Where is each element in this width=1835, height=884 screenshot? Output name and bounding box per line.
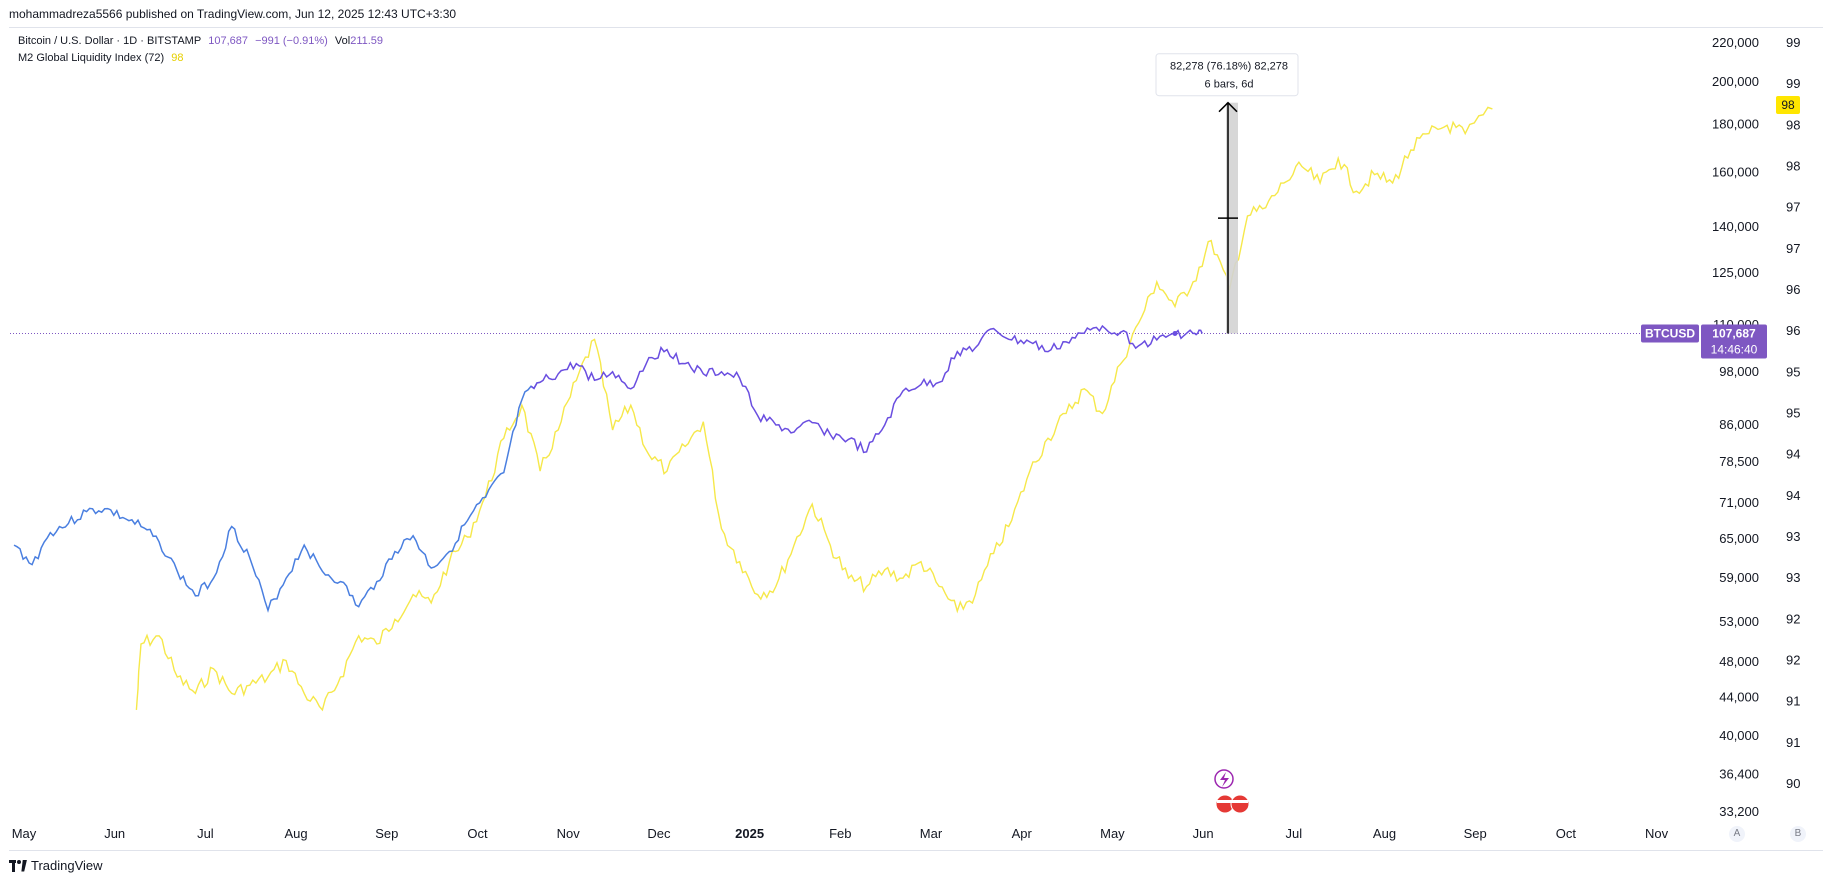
time-axis-label: Jun <box>1193 826 1214 841</box>
time-axis-label: Aug <box>1373 826 1396 841</box>
btcusd-ticker-label: BTCUSD <box>1645 327 1695 341</box>
m2-liquidity-line <box>135 106 1493 712</box>
footer-brand[interactable]: TradingView <box>9 858 103 873</box>
m2-axis-tick: 99 <box>1786 76 1800 91</box>
m2-axis-tick: 95 <box>1786 364 1800 379</box>
btc-last-point <box>1172 331 1178 337</box>
time-axis-label: May <box>1100 826 1125 841</box>
measure-tooltip-line2: 6 bars, 6d <box>1205 79 1254 91</box>
m2-axis-tick: 93 <box>1786 570 1800 585</box>
auto-scale-button[interactable]: A <box>1729 826 1745 842</box>
price-badge-value: 107,687 <box>1712 327 1756 341</box>
m2-value-badge <box>1776 96 1800 114</box>
m2-axis-tick: 95 <box>1786 406 1800 421</box>
m2-axis-tick: 96 <box>1786 323 1800 338</box>
us-flag-stripe-2 <box>1232 800 1248 803</box>
price-axis-tick: 220,000 <box>1712 35 1759 50</box>
legend-vol-label: Vol <box>334 35 351 47</box>
price-axis-tick: 140,000 <box>1712 219 1759 234</box>
time-axis-label: Feb <box>829 826 851 841</box>
m2-axis-tick: 96 <box>1786 282 1800 297</box>
lightning-event-icon <box>1214 769 1234 789</box>
price-axis-tick: 160,000 <box>1712 164 1759 179</box>
publisher-line: mohammadreza5566 published on TradingVie… <box>9 7 457 21</box>
time-axis-label: Apr <box>1012 826 1033 841</box>
m2-axis-tick: 97 <box>1786 241 1800 256</box>
measure-tooltip-box <box>1155 53 1299 97</box>
m2-axis-tick: 94 <box>1786 447 1800 462</box>
price-axis-tick: 40,000 <box>1719 728 1759 743</box>
price-axis-tick: 86,000 <box>1719 417 1759 432</box>
us-flag-event-icon-2 <box>1230 794 1250 814</box>
price-axis-tick: 200,000 <box>1712 74 1759 89</box>
legend-symbol: Bitcoin / U.S. Dollar · 1D · BITSTAMP <box>18 35 202 47</box>
legend-symbol-row[interactable]: Bitcoin / U.S. Dollar · 1D · BITSTAMP 10… <box>18 35 387 47</box>
measure-arrow-head <box>1218 101 1238 113</box>
m2-axis-tick: 99 <box>1786 35 1800 50</box>
time-axis-label: Nov <box>557 826 581 841</box>
price-badge-countdown: 14:46:40 <box>1711 343 1758 357</box>
m2-axis-tick: 91 <box>1786 694 1800 709</box>
price-axis-tick: 65,000 <box>1719 531 1759 546</box>
time-axis-label: May <box>12 826 37 841</box>
time-axis-label: Dec <box>647 826 671 841</box>
time-axis-label: Aug <box>285 826 308 841</box>
legend-change: −991 (−0.91%) <box>255 35 328 47</box>
m2-value-badge-text: 98 <box>1781 98 1795 112</box>
legend-indicator-value: 98 <box>171 52 184 64</box>
price-axis-tick: 48,000 <box>1719 654 1759 669</box>
price-axis-tick: 180,000 <box>1712 117 1759 132</box>
time-axis-label: Jul <box>1285 826 1302 841</box>
btcusd-ticker-badge <box>1641 324 1699 343</box>
time-axis-label: Mar <box>920 826 943 841</box>
time-axis-label: 2025 <box>735 826 764 841</box>
legend-indicator-row[interactable]: M2 Global Liquidity Index (72) 98 <box>18 52 187 64</box>
btc-price-line-early <box>13 381 541 613</box>
price-badge <box>1701 324 1767 359</box>
m2-axis-tick: 94 <box>1786 488 1800 503</box>
m2-axis-tick: 92 <box>1786 653 1800 668</box>
price-axis-tick: 59,000 <box>1719 570 1759 585</box>
price-axis-tick: 44,000 <box>1719 689 1759 704</box>
m2-axis-tick: 98 <box>1786 117 1800 132</box>
lightning-bolt-icon <box>1220 772 1229 787</box>
m2-axis-tick: 97 <box>1786 200 1800 215</box>
legend-indicator: M2 Global Liquidity Index (72) <box>18 52 165 64</box>
us-flag-stripe <box>1217 800 1233 803</box>
price-axis-tick: 125,000 <box>1712 265 1759 280</box>
m2-axis-tick: 98 <box>1786 159 1800 174</box>
m2-axis-tick: 92 <box>1786 611 1800 626</box>
time-axis-label: Jun <box>104 826 125 841</box>
price-axis-tick: 71,000 <box>1719 495 1759 510</box>
legend-vol-value: 211.59 <box>350 35 384 47</box>
time-axis-label: Sep <box>1464 826 1487 841</box>
m2-axis-tick: 91 <box>1786 735 1800 750</box>
time-axis-label: Oct <box>467 826 488 841</box>
btc-price-line-recent <box>530 324 1203 454</box>
price-axis-tick: 53,000 <box>1719 614 1759 629</box>
m2-axis-tick: 93 <box>1786 529 1800 544</box>
footer-brand-text: TradingView <box>31 858 103 873</box>
price-axis-tick: 78,500 <box>1719 454 1759 469</box>
chart-frame <box>9 27 1823 851</box>
time-axis-label: Oct <box>1556 826 1577 841</box>
measure-tooltip-line1: 82,278 (76.18%) 82,278 <box>1170 61 1288 73</box>
time-axis-label: Jul <box>197 826 214 841</box>
price-axis-tick: 98,000 <box>1719 364 1759 379</box>
tradingview-logo-icon <box>9 859 27 872</box>
price-axis-tick: 33,200 <box>1719 804 1759 819</box>
legend-price: 107,687 <box>208 35 248 47</box>
price-axis-tick: 36,400 <box>1719 767 1759 782</box>
log-scale-button[interactable]: B <box>1790 826 1806 842</box>
m2-axis-tick: 90 <box>1786 776 1800 791</box>
time-axis-label: Sep <box>375 826 398 841</box>
time-axis-label: Nov <box>1645 826 1669 841</box>
